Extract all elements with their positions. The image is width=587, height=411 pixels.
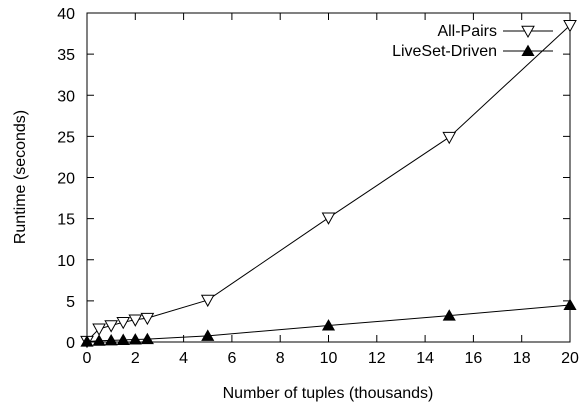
legend-marker [521, 44, 535, 56]
x-tick-label: 14 [416, 350, 434, 367]
series-line-all-pairs [86, 24, 571, 342]
x-tick-label: 16 [465, 350, 483, 367]
data-point-all-pairs [92, 323, 106, 336]
legend-label: LiveSet-Driven [392, 43, 497, 60]
plot-frame [86, 12, 571, 343]
x-tick-label: 10 [320, 350, 338, 367]
series-line-liveset-driven [86, 304, 571, 343]
x-tick-label: 4 [179, 350, 188, 367]
y-tick-label: 35 [57, 47, 75, 64]
y-tick-label: 0 [66, 335, 75, 352]
x-tick-label: 6 [227, 350, 236, 367]
y-axis-title: Runtime (seconds) [12, 110, 29, 244]
series-layer [80, 20, 577, 349]
legend-marker [521, 25, 535, 39]
x-tick-label: 0 [83, 350, 92, 367]
y-tick-label: 10 [57, 253, 75, 270]
data-point-all-pairs [116, 316, 131, 330]
data-point-all-pairs [442, 131, 457, 145]
x-tick-label: 12 [368, 350, 386, 367]
series-all-pairs [80, 20, 577, 349]
x-tick-label: 18 [513, 350, 531, 367]
data-point-liveset-driven [128, 333, 142, 345]
legend-entry-all-pairs: All-Pairs [437, 23, 553, 40]
y-tick-label: 30 [57, 88, 75, 105]
series-liveset-driven [80, 298, 577, 347]
data-point-all-pairs [128, 314, 143, 327]
y-tick-label: 20 [57, 171, 75, 188]
data-point-all-pairs [321, 212, 336, 225]
data-point-liveset-driven [104, 333, 118, 346]
x-tick-label: 8 [276, 350, 285, 367]
data-point-liveset-driven [116, 333, 130, 345]
data-point-liveset-driven [563, 298, 577, 310]
data-point-liveset-driven [140, 332, 154, 345]
data-point-all-pairs [140, 312, 155, 326]
data-point-all-pairs [104, 320, 118, 333]
y-tick-label: 5 [66, 294, 75, 311]
x-axis-title: Number of tuples (thousands) [223, 385, 434, 402]
data-point-all-pairs [200, 294, 215, 308]
axis-ticks: 0 2 4 6 8 10 12 14 16 18 20 0 5 10 15 20 25 30 35 40 [57, 6, 579, 367]
legend-entry-liveset-driven: LiveSet-Driven [392, 43, 553, 60]
data-point-all-pairs [563, 20, 577, 33]
legend: All-Pairs LiveSet-Driven [392, 23, 553, 60]
data-point-liveset-driven [92, 334, 106, 346]
legend-label: All-Pairs [437, 23, 497, 40]
data-point-liveset-driven [321, 319, 336, 331]
data-point-liveset-driven [80, 335, 94, 347]
y-tick-label: 25 [57, 129, 75, 146]
y-tick-label: 40 [57, 6, 75, 23]
data-point-liveset-driven [201, 329, 215, 341]
x-tick-label: 20 [561, 350, 579, 367]
x-tick-label: 2 [131, 350, 140, 367]
y-tick-label: 15 [57, 212, 75, 229]
data-point-liveset-driven [442, 309, 456, 321]
